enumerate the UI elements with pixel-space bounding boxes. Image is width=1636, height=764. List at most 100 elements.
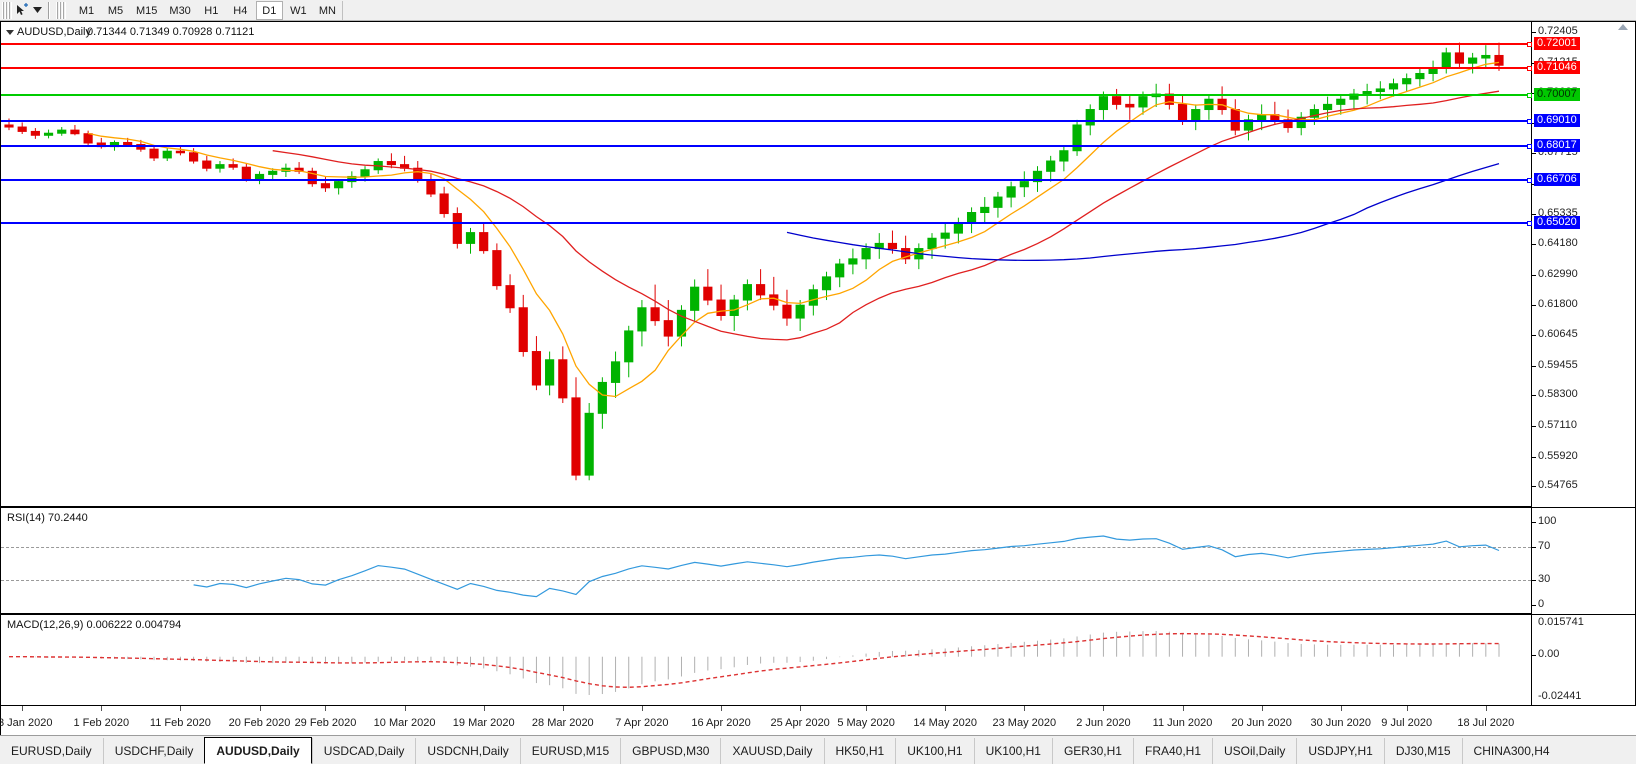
collapse-triangle-icon[interactable]: [6, 30, 14, 35]
price-tick-mark: [1532, 243, 1536, 245]
date-axis-tick: [866, 706, 868, 711]
price-tick-label: 0.61800: [1538, 298, 1578, 311]
level-line-handle[interactable]: [1527, 41, 1532, 47]
candle-body: [966, 212, 977, 224]
candle-body: [1112, 96, 1122, 105]
moving-average-line-7: [87, 61, 1500, 398]
chart-tab-hk50-h1[interactable]: HK50,H1: [823, 738, 896, 764]
timeframe-button-d1[interactable]: D1: [255, 0, 283, 20]
date-axis-tick: [1182, 706, 1184, 711]
price-level-tag-0.66706[interactable]: 0.66706: [1534, 172, 1580, 186]
candle-body: [1046, 160, 1056, 172]
timeframe-button-mn[interactable]: MN: [318, 4, 336, 17]
level-line-0.69010[interactable]: [1, 118, 1532, 124]
price-tick-label: 0.64180: [1538, 236, 1578, 249]
macd-indicator-pane[interactable]: MACD(12,26,9) 0.006222 0.004794: [0, 614, 1532, 706]
candle-body: [1402, 78, 1412, 85]
timeframe-button-h4[interactable]: H4: [233, 4, 248, 17]
rsi-indicator-pane[interactable]: RSI(14) 70.2440: [0, 507, 1532, 614]
chart-tab-usdchf-daily[interactable]: USDCHF,Daily: [102, 738, 205, 764]
candle-body: [861, 248, 871, 260]
toolbar-drag-handle[interactable]: [2, 1, 12, 19]
chart-tab-ger30-h1[interactable]: GER30,H1: [1051, 738, 1133, 764]
chart-tab-audusd-daily[interactable]: AUDUSD,Daily: [204, 737, 312, 764]
level-line-handle[interactable]: [1527, 66, 1532, 72]
price-level-tag-0.71046[interactable]: 0.71046: [1534, 61, 1580, 75]
candle-body: [162, 150, 172, 159]
timeframe-button-m30[interactable]: M30: [169, 4, 191, 17]
price-level-tag-0.69010[interactable]: 0.69010: [1534, 113, 1580, 127]
price-tick-mark: [1532, 32, 1536, 34]
date-axis-tick: [404, 706, 406, 711]
level-line-0.68017[interactable]: [1, 144, 1532, 150]
level-line-0.72001[interactable]: [1, 41, 1532, 47]
chart-tab-usdcad-daily[interactable]: USDCAD,Daily: [311, 738, 416, 764]
chart-tab-uk100-h1[interactable]: UK100,H1: [895, 738, 973, 764]
date-axis-label: 20 Jun 2020: [1231, 717, 1292, 729]
chart-tab-fra40-h1[interactable]: FRA40,H1: [1132, 738, 1212, 764]
level-line-0.71046[interactable]: [1, 66, 1532, 72]
level-line-handle[interactable]: [1527, 118, 1532, 124]
date-axis-tick: [721, 706, 723, 711]
chevron-down-icon[interactable]: [31, 2, 44, 19]
candle-body: [426, 179, 436, 195]
date-axis-tick: [1024, 706, 1026, 711]
date-axis-tick: [1340, 706, 1342, 711]
date-axis[interactable]: 23 Jan 2020 1 Feb 2020 11 Feb 2020 20 Feb 2…: [0, 706, 1532, 735]
level-line-0.70007[interactable]: [1, 92, 1532, 98]
chart-tab-uk100-h1[interactable]: UK100,H1: [973, 738, 1052, 764]
price-level-tag-0.65020[interactable]: 0.65020: [1534, 216, 1580, 230]
candle-body: [1388, 83, 1399, 90]
timeframe-group-drag-handle[interactable]: [56, 1, 66, 19]
rsi-tick-mark: [1532, 605, 1536, 606]
chart-tab-eurusd-m15[interactable]: EURUSD,M15: [519, 738, 620, 764]
candle-body: [1441, 52, 1451, 69]
price-scale[interactable]: 0.724050.712150.700250.688700.677150.665…: [1532, 21, 1636, 706]
candle-body: [953, 222, 963, 234]
candle-body: [320, 183, 331, 189]
candle-body: [189, 152, 199, 162]
timeframe-button-m5[interactable]: M5: [107, 4, 124, 17]
level-line-handle[interactable]: [1527, 92, 1532, 98]
level-line-handle[interactable]: [1527, 221, 1532, 227]
chart-tab-gbpusd-m30[interactable]: GBPUSD,M30: [620, 738, 720, 764]
price-level-tag-0.72001[interactable]: 0.72001: [1534, 36, 1580, 50]
candle-body: [848, 258, 858, 265]
scroll-up-triangle-icon[interactable]: [1618, 24, 1628, 30]
timeframe-button-m1[interactable]: M1: [78, 4, 95, 17]
date-axis-label: 9 Jul 2020: [1381, 717, 1433, 729]
candle-body: [1336, 98, 1346, 105]
candle-body: [769, 294, 779, 306]
date-axis-tick: [641, 706, 643, 711]
date-axis-tick: [800, 706, 802, 711]
candle-body: [215, 164, 225, 169]
chart-tab-usdjpy-h1[interactable]: USDJPY,H1: [1296, 738, 1383, 764]
candle-body: [756, 284, 766, 296]
price-chart-pane[interactable]: AUDUSD,Daily 0.71344 0.71349 0.70928 0.7…: [0, 21, 1532, 507]
rsi-label: RSI(14) 70.2440: [7, 512, 88, 524]
level-line-handle[interactable]: [1527, 144, 1532, 150]
level-line-0.66706[interactable]: [1, 177, 1532, 183]
timeframe-button-h1[interactable]: H1: [204, 4, 219, 17]
candle-body: [307, 170, 317, 185]
crosshair-cursor-icon[interactable]: [13, 2, 31, 19]
timeframe-button-m15[interactable]: M15: [136, 4, 158, 17]
chart-tab-eurusd-daily[interactable]: EURUSD,Daily: [11, 744, 92, 758]
chart-tab-xauusd-daily[interactable]: XAUUSD,Daily: [720, 738, 823, 764]
candle-body: [43, 132, 54, 136]
candle-body: [729, 299, 739, 316]
candle-body: [637, 307, 647, 332]
chart-tab-usdcnh-daily[interactable]: USDCNH,Daily: [415, 738, 519, 764]
price-level-tag-0.70007[interactable]: 0.70007: [1534, 87, 1580, 101]
level-line-handle[interactable]: [1527, 177, 1532, 183]
chart-tab-dj30-m15[interactable]: DJ30,M15: [1383, 738, 1462, 764]
level-line-0.65020[interactable]: [1, 221, 1532, 227]
chart-tab-usoil-daily[interactable]: USOil,Daily: [1212, 738, 1296, 764]
rsi-level-70-line: [1, 546, 1531, 548]
chart-tab-china300-h4[interactable]: CHINA300,H4: [1461, 738, 1561, 764]
date-axis-tick: [1103, 706, 1105, 711]
candle-body: [1006, 186, 1016, 198]
timeframe-button-w1[interactable]: W1: [290, 4, 307, 17]
candle-body: [360, 169, 370, 177]
price-level-tag-0.68017[interactable]: 0.68017: [1534, 139, 1580, 153]
